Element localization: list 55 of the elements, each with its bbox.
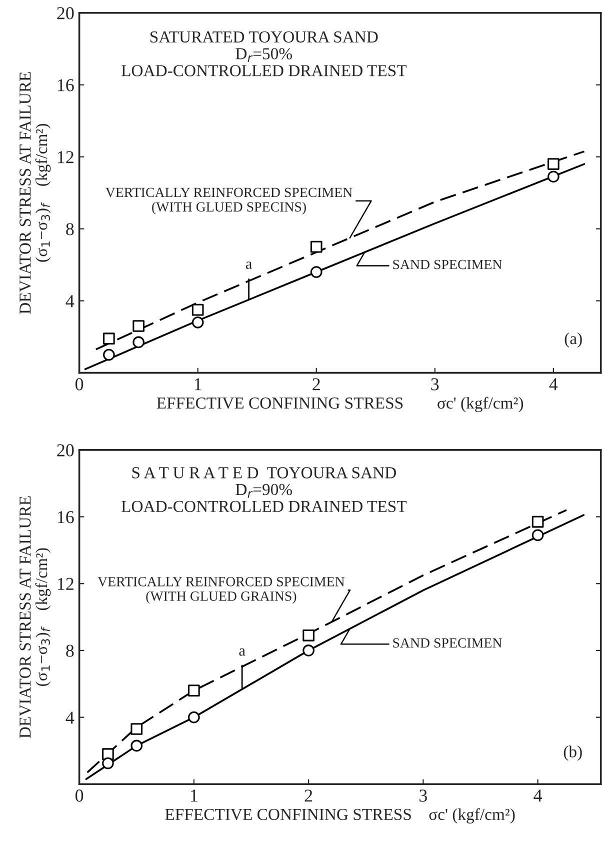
x-tick-label: 0	[75, 378, 84, 390]
point	[548, 170, 560, 183]
point	[103, 348, 115, 361]
x-tick-label: 4	[549, 378, 558, 390]
y-tick-label: 16	[58, 79, 74, 92]
annotation: (a)	[564, 332, 582, 348]
point	[188, 684, 200, 696]
annotation: a	[246, 262, 252, 269]
text: DEVIATOR STRESS AT FAILURE (σ$_{1}$−σ$_{3}$)$_{f}$ (kgf/cm²)	[20, 496, 51, 738]
point	[532, 516, 544, 528]
x-tick-label: 2	[304, 790, 312, 802]
y-tick-label: 8	[66, 223, 74, 236]
point	[132, 336, 144, 348]
y-tick-label: 16	[58, 511, 74, 524]
point	[192, 304, 204, 316]
point	[548, 158, 560, 170]
point	[302, 630, 314, 642]
y-tick-label: 12	[58, 151, 74, 164]
text: SATURATED TOYOURA SAND D$_{r}$=50% LOAD-CONTROLLED DRAINED TEST	[122, 31, 407, 76]
y-tick-label: 8	[66, 644, 74, 657]
y-tick-label: 20	[57, 7, 74, 20]
point	[132, 320, 144, 332]
annotation: (b)	[564, 746, 582, 761]
point	[310, 240, 322, 253]
x-tick-label: 3	[420, 790, 427, 802]
point	[192, 316, 204, 328]
point	[103, 332, 115, 345]
line-series	[84, 163, 586, 370]
y-tick-label: 4	[66, 712, 74, 724]
x-axis-title: EFFECTIVE CONFINING STRESS σc' (kgf/cm²)	[156, 396, 524, 412]
x-tick-label: 4	[534, 790, 542, 802]
text: S A T U R A T E D TOYOURA SAND D$_{r}$=90% LOAD-CONTROLLED DRAINED TEST	[122, 467, 407, 512]
x-tick-label: 1	[191, 790, 198, 802]
x-tick-label: 2	[312, 378, 320, 390]
point	[532, 529, 544, 542]
y-tick-label: 20	[57, 444, 74, 456]
series-label: VERTICALLY REINFORCED SPECIMEN (WITH GLUED GRAINS)	[98, 576, 344, 604]
point	[310, 266, 322, 278]
x-tick-label: 3	[431, 378, 439, 390]
y-tick-label: 4	[66, 295, 74, 308]
point	[130, 740, 143, 752]
x-axis-title: EFFECTIVE CONFINING STRESS σc' (kgf/cm²)	[165, 808, 515, 824]
point	[130, 723, 143, 735]
series-label: VERTICALLY REINFORCED SPECIMEN (WITH GLUED SPECINS)	[106, 188, 352, 214]
annotation: a	[239, 648, 246, 656]
line-series	[94, 150, 586, 350]
x-tick-label: 1	[194, 378, 202, 390]
point	[188, 711, 200, 724]
x-tick-label: 0	[75, 790, 84, 802]
point	[302, 644, 314, 656]
text: DEVIATOR STRESS AT FAILURE (σ$_{1}$−σ$_{3}$)$_{f}$ (kgf/cm²)	[20, 72, 51, 314]
legend-label: SAND SPECIMEN	[393, 260, 502, 270]
y-tick-label: 12	[58, 578, 74, 590]
legend-label: SAND SPECIMEN	[393, 638, 502, 648]
point	[102, 757, 114, 770]
